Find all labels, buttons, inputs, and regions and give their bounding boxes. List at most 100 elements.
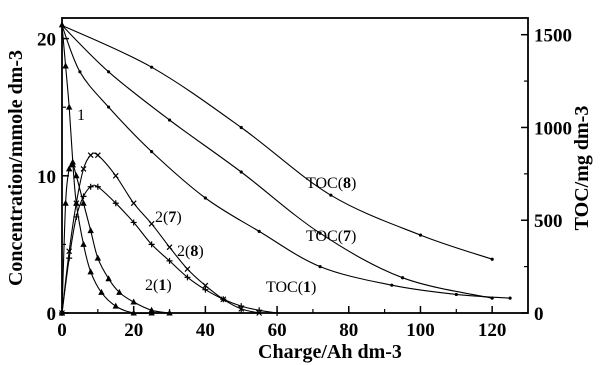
data-point — [130, 200, 137, 207]
y-right-tick-label: 1500 — [534, 26, 572, 47]
data-point — [166, 257, 173, 264]
series-label-close: ) — [351, 228, 356, 245]
data-point — [148, 220, 155, 227]
data-point — [73, 172, 80, 179]
y-left-tick-label: 10 — [37, 167, 56, 188]
series-label-text: 1 — [77, 107, 85, 124]
series-label: TOC(8) — [306, 175, 356, 192]
data-point — [390, 283, 394, 287]
series-2-1 — [58, 161, 173, 316]
series-label-text: 2( — [155, 209, 168, 226]
data-point — [167, 118, 172, 122]
data-point — [318, 265, 322, 269]
x-tick-label: 120 — [478, 320, 507, 341]
data-point — [418, 233, 423, 237]
data-point — [116, 288, 123, 295]
series-label-number: 7 — [343, 228, 351, 245]
data-point — [184, 266, 191, 273]
data-point — [80, 199, 87, 206]
series-label: 2(1) — [145, 277, 172, 294]
series-label-text: TOC( — [306, 228, 343, 245]
data-point — [150, 65, 154, 69]
series-label: 2(7) — [155, 209, 182, 226]
data-point — [220, 296, 227, 303]
series-label-close: ) — [198, 243, 203, 260]
data-point — [87, 152, 94, 159]
data-point — [78, 70, 82, 74]
axes — [61, 17, 529, 314]
data-point — [508, 296, 512, 300]
plot-frame — [61, 17, 529, 314]
x-tick-label: 100 — [406, 320, 435, 341]
data-point — [130, 298, 137, 305]
series-label-close: ) — [166, 277, 171, 294]
data-point — [94, 152, 101, 159]
data-point — [73, 200, 80, 207]
x-tick-label: 40 — [196, 320, 215, 341]
series-label-number: 1 — [158, 277, 166, 294]
data-point — [166, 244, 173, 251]
y-axis-left-title: Concentration/mmole dm-3 — [5, 50, 27, 286]
data-point — [73, 213, 80, 220]
data-point — [130, 219, 137, 226]
y-axis-right-title: TOC/mg dm-3 — [571, 106, 593, 231]
data-point — [80, 166, 87, 172]
data-point — [239, 125, 243, 130]
data-point — [112, 200, 119, 207]
series-label-number: 7 — [168, 209, 176, 226]
series-2-7 — [59, 152, 263, 316]
data-point — [202, 282, 209, 289]
data-point — [400, 276, 405, 280]
x-tick-label: 60 — [268, 320, 287, 341]
data-point — [184, 274, 191, 281]
data-point — [112, 172, 119, 179]
data-point — [94, 254, 102, 261]
data-point — [94, 183, 101, 190]
data-point — [329, 193, 333, 197]
series-label-close: ) — [351, 175, 356, 192]
series-label-close: ) — [176, 209, 181, 226]
data-point — [65, 165, 73, 172]
y-left-tick-label: 0 — [47, 304, 57, 325]
data-point — [69, 161, 76, 168]
data-point — [107, 70, 111, 74]
data-point — [318, 231, 322, 235]
series-label: TOC(1) — [266, 279, 316, 296]
series-label-number: 8 — [190, 243, 198, 260]
series-label-text: 2( — [145, 277, 158, 294]
data-point — [87, 183, 94, 190]
data-point — [112, 302, 119, 309]
data-point — [238, 303, 245, 310]
series-label-number: 1 — [303, 279, 311, 296]
series-label: 1 — [77, 107, 85, 124]
series-label-text: TOC( — [306, 175, 343, 192]
series-label-text: 2( — [177, 243, 190, 260]
data-point — [87, 227, 94, 234]
x-axis-title: Charge/Ah dm-3 — [258, 341, 402, 363]
ticks: 0 20 40 60 80 100 120 0 10 20 0 500 1000 1500 — [37, 26, 572, 341]
data-point — [62, 62, 69, 69]
data-point — [62, 199, 69, 206]
y-right-tick-label: 500 — [534, 211, 563, 232]
series-line — [61, 184, 278, 314]
data-point — [148, 241, 155, 248]
data-point — [202, 286, 209, 293]
data-point — [66, 255, 73, 262]
series-labels: TOC(8)TOC(7)TOC(1)12(7)2(8)2(1) — [77, 107, 356, 296]
data-point — [203, 196, 207, 200]
data-point — [98, 288, 105, 295]
data-point — [257, 229, 261, 233]
x-tick-label: 0 — [57, 320, 67, 341]
series-line — [61, 25, 511, 299]
y-left-tick-label: 20 — [37, 30, 56, 51]
y-right-tick-label: 0 — [534, 304, 544, 325]
data-point — [80, 240, 87, 247]
data-point — [148, 306, 155, 313]
series-label: TOC(7) — [306, 228, 356, 245]
data-point — [65, 103, 73, 110]
data-point — [454, 292, 458, 297]
x-tick-label: 20 — [124, 320, 143, 341]
data-point — [490, 257, 494, 261]
